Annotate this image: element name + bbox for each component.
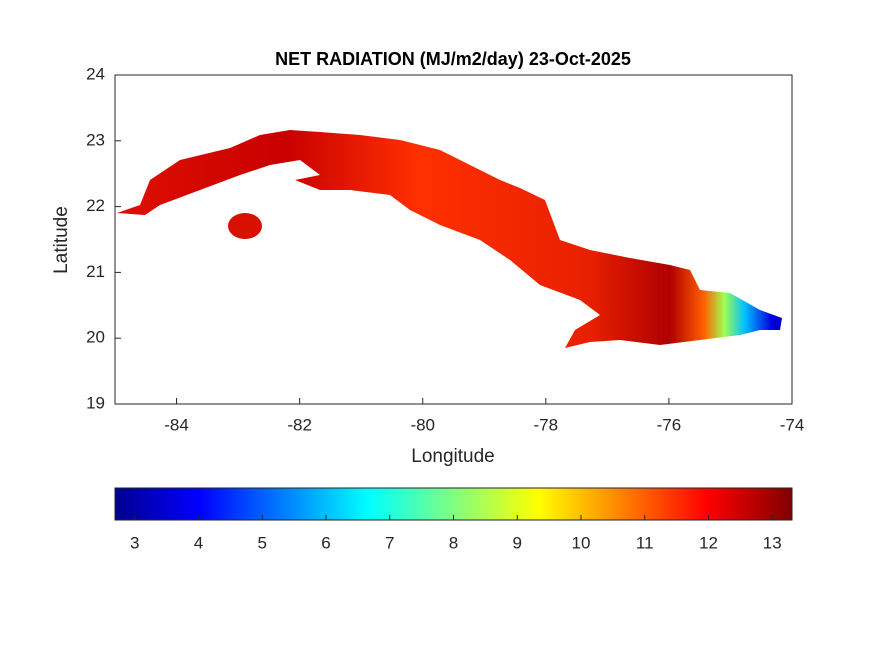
y-tick-label: 23 bbox=[86, 130, 105, 149]
colorbar-tick-label: 9 bbox=[513, 533, 522, 552]
y-tick-label: 19 bbox=[86, 393, 105, 412]
x-tick-label: -74 bbox=[780, 415, 805, 434]
colorbar-tick-label: 8 bbox=[449, 533, 458, 552]
y-tick-label: 20 bbox=[86, 328, 105, 347]
land-raster bbox=[117, 130, 782, 348]
colorbar-tick-label: 5 bbox=[258, 533, 267, 552]
chart-title: NET RADIATION (MJ/m2/day) 23-Oct-2025 bbox=[275, 49, 631, 69]
x-tick-label: -78 bbox=[534, 415, 559, 434]
x-tick-label: -82 bbox=[287, 415, 312, 434]
y-tick-label: 22 bbox=[86, 196, 105, 215]
colorbar-tick-label: 13 bbox=[763, 533, 782, 552]
colorbar-tick-label: 10 bbox=[572, 533, 591, 552]
island bbox=[117, 130, 782, 348]
colorbar-tick-label: 11 bbox=[636, 533, 654, 552]
y-axis-label: Latitude bbox=[51, 206, 72, 274]
y-tick-label: 21 bbox=[86, 262, 105, 281]
isla-juventud bbox=[228, 213, 262, 239]
colorbar-tick-label: 6 bbox=[321, 533, 330, 552]
colorbar-tick-label: 4 bbox=[194, 533, 203, 552]
colorbar bbox=[114, 487, 793, 521]
x-tick-label: -80 bbox=[410, 415, 435, 434]
x-tick-label: -84 bbox=[164, 415, 189, 434]
colorbar-tick-label: 7 bbox=[385, 533, 394, 552]
x-axis-label: Longitude bbox=[411, 446, 494, 467]
plot-area bbox=[114, 74, 793, 405]
y-tick-label: 24 bbox=[86, 64, 105, 83]
colorbar-tick-label: 12 bbox=[699, 533, 718, 552]
x-tick-label: -76 bbox=[657, 415, 682, 434]
colorbar-tick-label: 3 bbox=[130, 533, 139, 552]
